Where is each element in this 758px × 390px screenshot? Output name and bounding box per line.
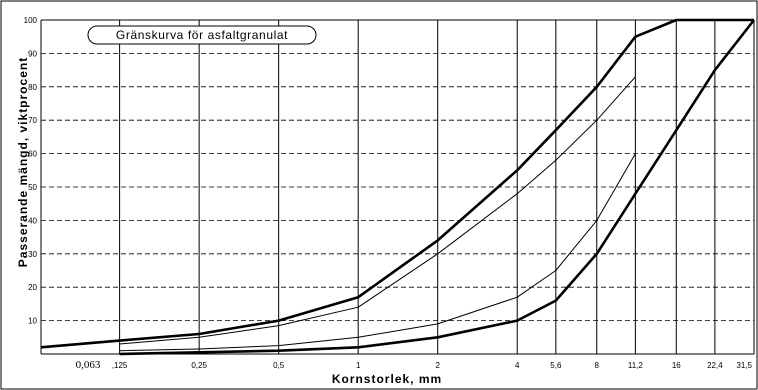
series-line-4 (119, 19, 756, 356)
series-line-2 (119, 76, 636, 345)
y-tick-label: 40 (28, 216, 37, 225)
title-box (87, 25, 317, 45)
x-tick-label: 22,4 (707, 361, 723, 370)
x-tick-label: 11,2 (628, 361, 644, 370)
x-tick-label: ,125 (112, 361, 128, 370)
y-tick-labels: 10 20 30 40 50 60 70 80 90 100 (24, 16, 38, 326)
y-axis-title: Passerande mängd, viktprocent (16, 57, 30, 267)
x-tick-label: 8 (595, 361, 600, 370)
series-line-3 (119, 153, 636, 352)
series-lines (40, 18, 756, 356)
x-tick-label: 0,25 (191, 361, 207, 370)
y-tick-label: 100 (24, 16, 38, 25)
x-axis-title: Kornstorlek, mm (332, 372, 442, 386)
y-tick-label: 50 (28, 183, 37, 192)
y-tick-label: 30 (28, 250, 37, 259)
y-tick-label: 70 (28, 116, 37, 125)
series-line-1 (40, 18, 754, 349)
x-tick-label: 0,5 (273, 361, 285, 370)
y-tick-label: 10 (28, 317, 37, 326)
x-tick-label: 5,6 (550, 361, 562, 370)
y-tick-label: 90 (28, 49, 37, 58)
x-tick-label: 31,5 (736, 361, 752, 370)
x-tick-label: 4 (515, 361, 520, 370)
x-tick-label: 16 (672, 361, 681, 370)
x-tick-label: 1 (356, 361, 361, 370)
y-tick-label: 80 (28, 83, 37, 92)
x-tick-label: 0,063 (76, 359, 101, 371)
y-tick-label: 60 (28, 150, 37, 159)
y-tick-label: 20 (28, 283, 37, 292)
x-tick-labels: 0,063 ,125 0,25 0,5 1 2 4 5,6 8 11,2 16 22,4 31,5 (76, 359, 753, 371)
x-tick-label: 2 (435, 361, 440, 370)
chart-title: Gränskurva för asfaltgranulat (116, 28, 288, 42)
